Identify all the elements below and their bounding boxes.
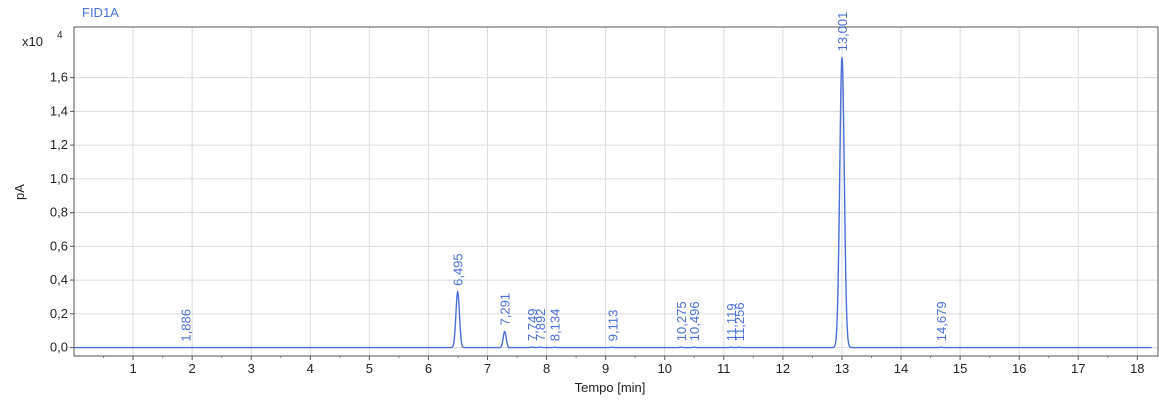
peak-label: 10,275 <box>674 301 689 341</box>
peak-label: 7,749 <box>525 309 540 342</box>
y-exponent: 4 <box>57 30 63 41</box>
grid-lines <box>74 27 1158 356</box>
x-axis: 1 2 3 4 5 6 7 8 9 10 11 12 13 14 15 16 17 18 <box>103 356 1145 376</box>
y-axis: 0,0 0,2 0,4 0,6 0,8 1,0 1,2 1,4 1,6 <box>50 70 74 355</box>
x-tick-label: 3 <box>248 361 255 376</box>
x-tick-label: 17 <box>1071 361 1085 376</box>
y-axis-label: pA <box>12 184 27 200</box>
y-tick-label: 1,6 <box>50 70 68 85</box>
y-tick-label: 1,4 <box>50 103 68 118</box>
x-tick-label: 7 <box>484 361 491 376</box>
y-tick-label: 0,2 <box>50 306 68 321</box>
x-tick-label: 8 <box>543 361 550 376</box>
x-tick-label: 11 <box>717 361 731 376</box>
chart-title: FID1A <box>82 5 119 20</box>
peak-label: 11,256 <box>732 302 747 341</box>
peak-label: 14,679 <box>934 301 949 341</box>
y-multiplier: x10 <box>22 34 43 49</box>
peak-label: 9,113 <box>605 310 620 342</box>
x-tick-label: 10 <box>658 361 672 376</box>
y-tick-label: 1,0 <box>50 171 68 186</box>
x-tick-label: 14 <box>894 361 908 376</box>
x-tick-label: 16 <box>1012 361 1026 376</box>
x-tick-label: 9 <box>602 361 609 376</box>
y-tick-label: 0,0 <box>50 340 68 355</box>
x-tick-label: 13 <box>835 361 849 376</box>
signal-trace <box>74 57 1152 349</box>
x-tick-label: 12 <box>776 361 790 376</box>
x-tick-label: 18 <box>1130 361 1144 376</box>
peak-label: 7,291 <box>498 293 513 326</box>
x-tick-label: 2 <box>189 361 196 376</box>
peak-label: 13,001 <box>835 12 850 52</box>
y-tick-label: 0,8 <box>50 205 68 220</box>
x-tick-label: 6 <box>425 361 432 376</box>
y-tick-label: 0,6 <box>50 238 68 253</box>
x-axis-label: Tempo [min] <box>575 380 646 395</box>
peak-label: 7,892 <box>533 309 548 342</box>
x-tick-label: 15 <box>953 361 967 376</box>
x-tick-label: 4 <box>307 361 314 376</box>
x-tick-label: 1 <box>129 361 136 376</box>
peak-label: 8,134 <box>548 309 563 342</box>
y-tick-label: 1,2 <box>50 137 68 152</box>
y-tick-label: 0,4 <box>50 272 68 287</box>
peak-label: 11,119 <box>724 303 739 341</box>
peak-label: 10,496 <box>687 301 702 341</box>
x-tick-label: 5 <box>366 361 373 376</box>
plot-frame <box>73 26 1159 357</box>
peak-label: 1,886 <box>178 309 193 342</box>
peak-label: 6,495 <box>451 253 466 286</box>
